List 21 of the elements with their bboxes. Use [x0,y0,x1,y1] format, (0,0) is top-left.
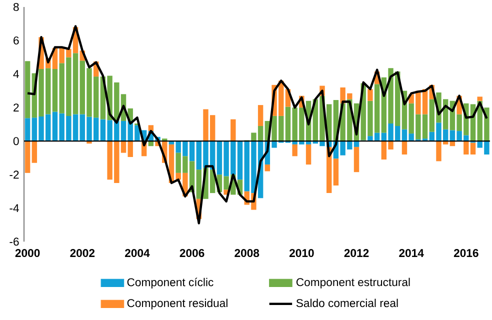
x-tick-label: 2012 [344,249,369,258]
legend-label: Component estructural [296,278,410,289]
y-tick-label: 4 [13,70,19,78]
y-tick-label: -4 [10,204,19,212]
y-tick-label: 0 [13,137,19,146]
x-tick-label: 2016 [454,249,478,258]
x-tick-label: 2014 [399,249,424,258]
legend-label: Saldo comercial real [296,298,398,308]
y-tick-label: 2 [14,104,19,112]
x-tick-label: 2008 [234,249,260,258]
legend-label: Component residual [127,298,228,310]
legend-label: Component cíclic [127,278,214,289]
y-tick-label: -2 [10,170,19,179]
x-tick-label: 2010 [289,249,314,258]
y-tick-label: -6 [10,238,19,246]
x-tick-label: 2002 [70,249,95,258]
x-tick-label: 2006 [180,249,204,258]
x-tick-label: 2000 [15,249,40,258]
y-tick-label: 8 [13,3,19,12]
x-tick-label: 2004 [125,249,150,258]
y-tick-label: 6 [14,36,19,45]
